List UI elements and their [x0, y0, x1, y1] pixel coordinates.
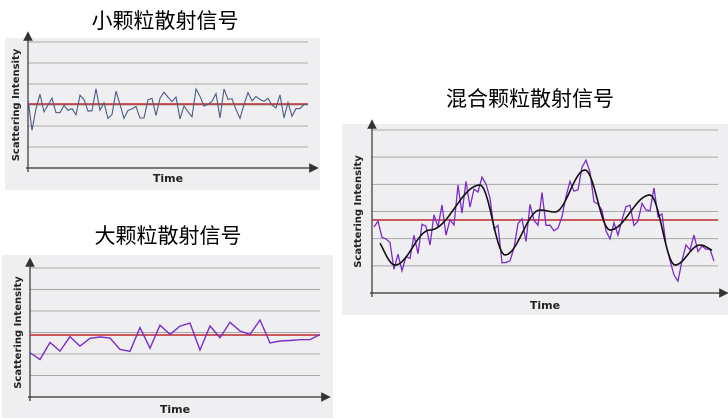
x-axis-label: Time	[153, 172, 183, 185]
signal-trace	[29, 318, 321, 361]
x-axis-label: Time	[530, 299, 560, 312]
y-axis-label: Scattering Intensity	[353, 155, 364, 268]
signal-trace	[27, 87, 309, 131]
x-axis-label: Time	[160, 403, 190, 416]
y-axis-label: Scattering Intensity	[11, 48, 22, 161]
panel-title: 小颗粒散射信号	[92, 9, 239, 33]
smoothed-trace	[379, 169, 713, 266]
signal-trace	[373, 158, 715, 283]
panel-background	[2, 255, 333, 418]
panel-title: 大颗粒散射信号	[95, 224, 242, 248]
panel-title: 混合颗粒散射信号	[446, 87, 614, 111]
y-axis-label: Scattering Intensity	[13, 276, 24, 389]
panel-background	[5, 38, 320, 190]
